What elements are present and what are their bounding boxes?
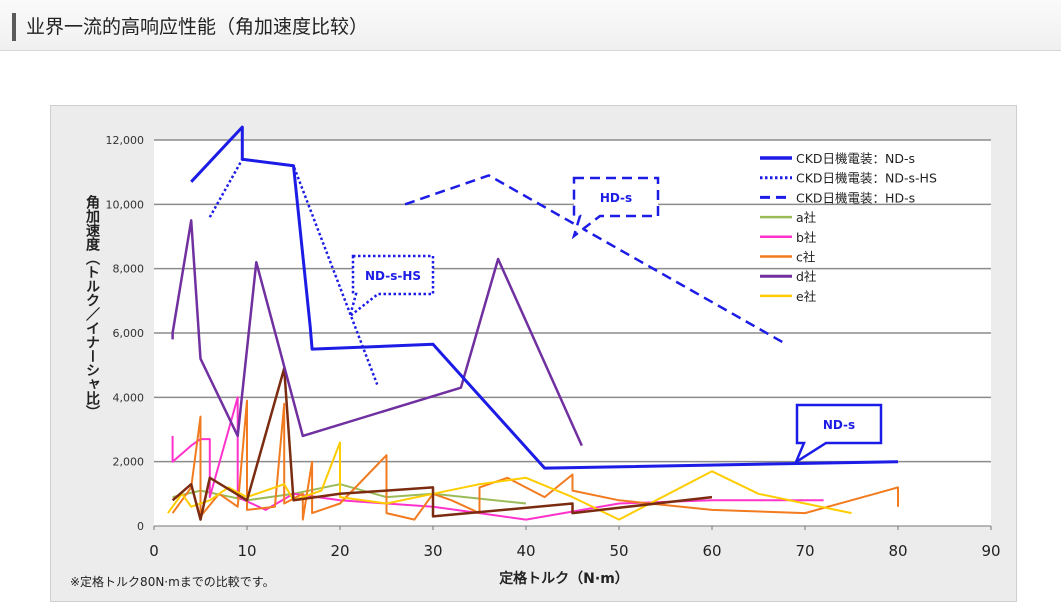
page-header: 业界一流的高响应性能（角加速度比较） <box>0 0 1061 51</box>
header-accent-bar <box>12 13 16 41</box>
series-line-7 <box>167 441 852 521</box>
x-tick-label: 80 <box>888 542 907 560</box>
legend-label: d社 <box>796 269 816 284</box>
legend-label: b社 <box>796 230 816 245</box>
page-title: 业界一流的高响应性能（角加速度比较） <box>26 16 369 38</box>
y-tick-label: 4,000 <box>113 391 145 404</box>
y-tick-label: 2,000 <box>113 456 145 469</box>
x-tick-label: 50 <box>609 542 628 560</box>
callout-box <box>347 254 435 320</box>
legend-label: e社 <box>796 289 816 304</box>
callout-label: HD-s <box>600 191 632 205</box>
y-axis-label: 角加速度（トルク／イナーシャ比） <box>84 194 101 419</box>
legend-label: CKD日機電装：HD-s <box>796 190 915 205</box>
x-tick-label: 40 <box>516 542 535 560</box>
legend-label: a社 <box>796 210 816 225</box>
series-line-6 <box>171 219 583 447</box>
x-tick-label: 10 <box>237 542 256 560</box>
series-line-0 <box>190 125 899 470</box>
y-tick-label: 10,000 <box>106 198 145 211</box>
y-tick-label: 8,000 <box>113 263 145 276</box>
legend-label: c社 <box>796 250 815 265</box>
legend-label: CKD日機電装：ND-s <box>796 151 915 166</box>
series-line-5 <box>171 399 899 521</box>
y-tick-label: 12,000 <box>106 134 145 147</box>
x-tick-label: 30 <box>423 542 442 560</box>
y-tick-label: 6,000 <box>113 327 145 340</box>
callout-label: ND-s <box>823 418 855 432</box>
x-tick-label: 20 <box>330 542 349 560</box>
x-tick-label: 60 <box>702 542 721 560</box>
series-line-2 <box>404 174 788 346</box>
x-tick-label: 70 <box>795 542 814 560</box>
x-tick-label: 0 <box>149 542 159 560</box>
x-tick-label: 90 <box>981 542 1000 560</box>
callout-box <box>571 176 660 240</box>
series-line-8 <box>171 367 713 521</box>
callout-label: ND-s-HS <box>365 269 421 283</box>
legend-label: CKD日機電装：ND-s-HS <box>796 171 937 186</box>
footnote: ※定格トルク80N·mまでの比較です。 <box>70 574 275 589</box>
series-line-3 <box>172 483 527 505</box>
y-tick-label: 0 <box>137 520 144 533</box>
x-axis-label: 定格トルク（N·m） <box>499 570 629 587</box>
callout-box <box>793 403 883 466</box>
